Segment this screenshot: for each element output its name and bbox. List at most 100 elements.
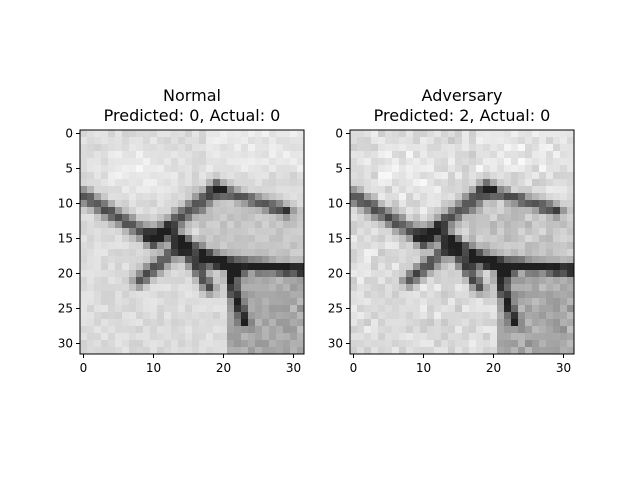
image-pixel xyxy=(392,137,400,145)
image-pixel xyxy=(129,228,137,236)
image-pixel xyxy=(255,221,263,229)
image-pixel xyxy=(220,130,228,138)
image-pixel xyxy=(143,333,151,341)
image-pixel xyxy=(94,193,102,201)
image-pixel xyxy=(483,172,491,180)
image-pixel xyxy=(234,228,242,236)
image-pixel xyxy=(164,298,172,306)
image-pixel xyxy=(129,340,137,348)
image-pixel xyxy=(164,284,172,292)
image-pixel xyxy=(157,312,165,320)
image-pixel xyxy=(192,158,200,166)
image-pixel xyxy=(94,256,102,264)
image-pixel xyxy=(220,165,228,173)
image-pixel xyxy=(185,242,193,250)
image-pixel xyxy=(371,221,379,229)
image-pixel xyxy=(497,221,505,229)
image-pixel xyxy=(80,333,88,341)
image-pixel xyxy=(434,249,442,257)
image-pixel xyxy=(234,319,242,327)
image-pixel xyxy=(87,186,95,194)
image-pixel xyxy=(213,193,221,201)
image-pixel xyxy=(441,137,449,145)
image-pixel xyxy=(490,319,498,327)
image-pixel xyxy=(276,291,284,299)
y-tick-label: 15 xyxy=(58,232,73,246)
image-pixel xyxy=(178,256,186,264)
image-pixel xyxy=(532,242,540,250)
image-pixel xyxy=(567,305,575,313)
image-pixel xyxy=(378,144,386,152)
image-pixel xyxy=(420,291,428,299)
image-pixel xyxy=(560,165,568,173)
image-pixel xyxy=(87,326,95,334)
image-pixel xyxy=(199,312,207,320)
image-pixel xyxy=(290,284,298,292)
image-pixel xyxy=(122,186,130,194)
image-pixel xyxy=(101,158,109,166)
image-pixel xyxy=(269,277,277,285)
image-pixel xyxy=(122,263,130,271)
image-pixel xyxy=(234,144,242,152)
image-pixel xyxy=(539,158,547,166)
image-pixel xyxy=(553,333,561,341)
image-pixel xyxy=(364,228,372,236)
image-pixel xyxy=(490,235,498,243)
image-pixel xyxy=(178,326,186,334)
image-pixel xyxy=(504,326,512,334)
image-pixel xyxy=(101,249,109,257)
image-pixel xyxy=(115,263,123,271)
image-pixel xyxy=(406,319,414,327)
image-pixel xyxy=(129,179,137,187)
image-pixel xyxy=(350,298,358,306)
image-pixel xyxy=(525,249,533,257)
image-pixel xyxy=(490,158,498,166)
image-pixel xyxy=(108,298,116,306)
image-pixel xyxy=(420,340,428,348)
image-pixel xyxy=(115,270,123,278)
image-pixel xyxy=(441,277,449,285)
image-pixel xyxy=(122,277,130,285)
image-pixel xyxy=(164,137,172,145)
image-pixel xyxy=(539,130,547,138)
image-pixel xyxy=(269,291,277,299)
image-pixel xyxy=(248,172,256,180)
image-pixel xyxy=(497,158,505,166)
image-pixel xyxy=(483,214,491,222)
image-pixel xyxy=(248,235,256,243)
image-pixel xyxy=(553,172,561,180)
image-pixel xyxy=(178,186,186,194)
image-pixel xyxy=(115,305,123,313)
image-pixel xyxy=(269,270,277,278)
image-pixel xyxy=(511,228,519,236)
image-pixel xyxy=(206,179,214,187)
image-pixel xyxy=(297,291,305,299)
image-pixel xyxy=(378,151,386,159)
image-pixel xyxy=(385,242,393,250)
image-pixel xyxy=(413,305,421,313)
image-pixel xyxy=(469,340,477,348)
image-pixel xyxy=(476,284,484,292)
image-pixel xyxy=(227,130,235,138)
image-pixel xyxy=(518,291,526,299)
image-pixel xyxy=(164,186,172,194)
y-tick-label: 0 xyxy=(335,127,343,141)
image-pixel xyxy=(371,235,379,243)
image-pixel xyxy=(455,186,463,194)
image-pixel xyxy=(213,305,221,313)
image-pixel xyxy=(399,193,407,201)
image-pixel xyxy=(122,333,130,341)
image-pixel xyxy=(455,228,463,236)
image-pixel xyxy=(143,144,151,152)
image-pixel xyxy=(560,221,568,229)
image-pixel xyxy=(476,137,484,145)
image-pixel xyxy=(94,214,102,222)
image-pixel xyxy=(399,130,407,138)
image-pixel xyxy=(241,305,249,313)
image-pixel xyxy=(483,165,491,173)
image-pixel xyxy=(504,319,512,327)
x-tick-label: 10 xyxy=(146,361,161,375)
image-pixel xyxy=(399,333,407,341)
image-pixel xyxy=(553,179,561,187)
